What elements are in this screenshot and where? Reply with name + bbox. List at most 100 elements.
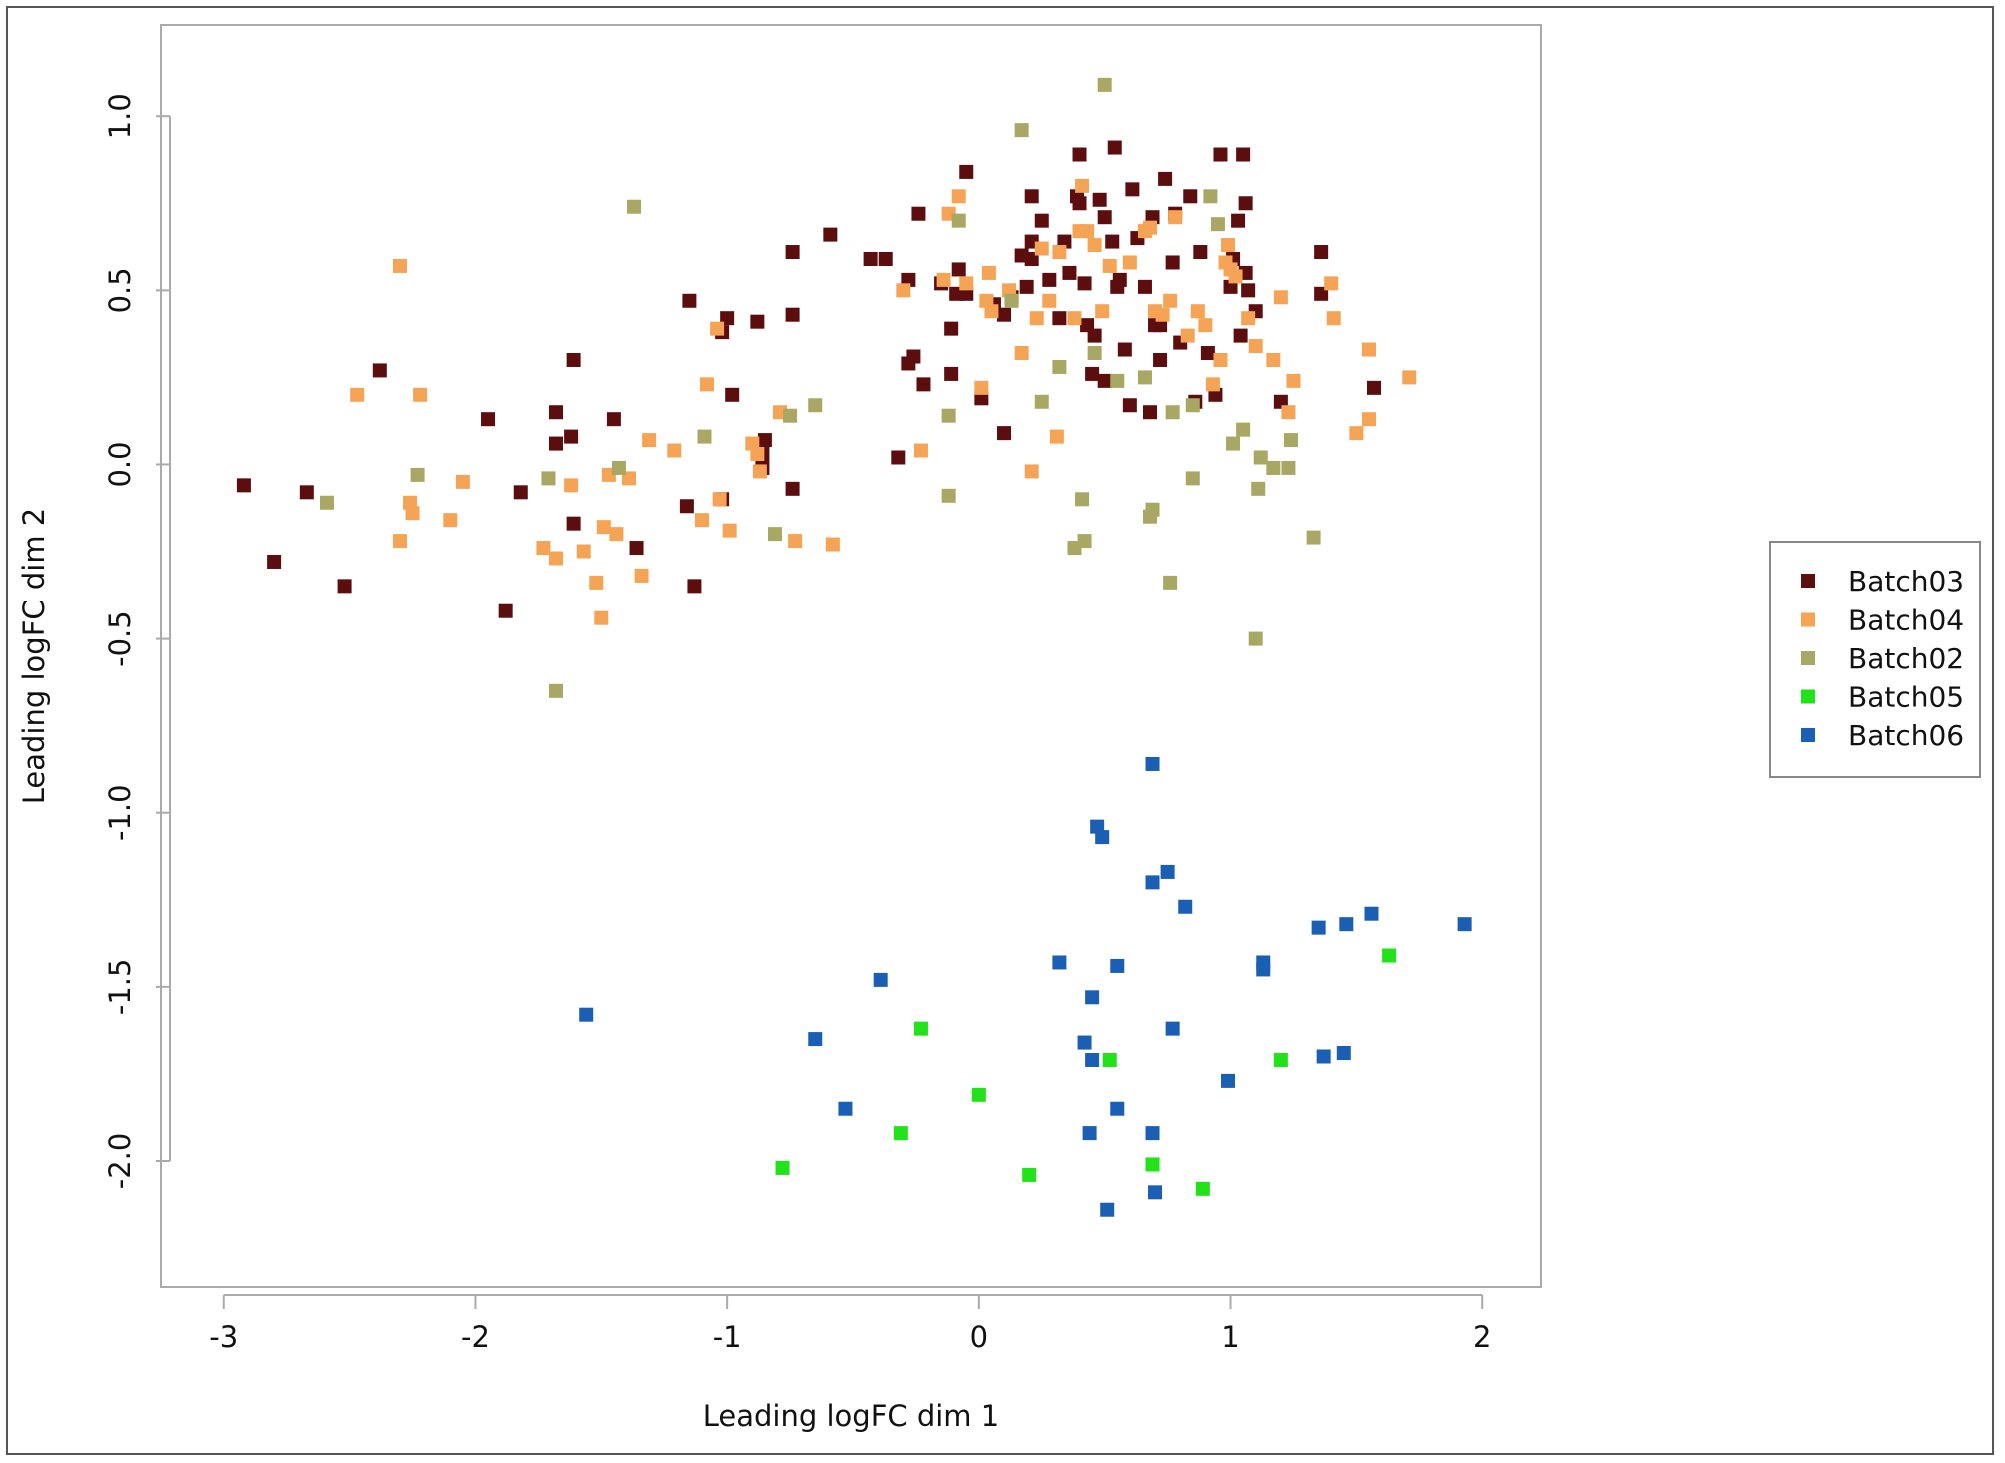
- data-point: [913, 443, 928, 458]
- data-point: [891, 450, 906, 465]
- data-point: [1080, 224, 1095, 239]
- data-point: [549, 436, 564, 451]
- data-point: [1198, 318, 1213, 333]
- data-point: [596, 520, 611, 535]
- data-point: [372, 363, 387, 378]
- series-Batch04: [350, 178, 1417, 625]
- data-point: [498, 603, 513, 618]
- data-point: [1158, 171, 1173, 186]
- data-point: [413, 387, 428, 402]
- series-Batch05: [775, 948, 1397, 1196]
- data-point: [697, 429, 712, 444]
- x-tick-label: -2: [461, 1320, 490, 1354]
- data-point: [1281, 405, 1296, 420]
- data-point: [911, 206, 926, 221]
- data-point: [1203, 189, 1218, 204]
- data-point: [944, 366, 959, 381]
- data-point: [823, 227, 838, 242]
- series-Batch06: [579, 756, 1472, 1217]
- data-point: [1052, 955, 1067, 970]
- y-tick-label: 0.5: [103, 267, 137, 313]
- data-point: [750, 314, 765, 329]
- x-tick-label: 2: [1473, 1320, 1491, 1354]
- x-tick-label: -1: [713, 1320, 742, 1354]
- data-point: [1314, 245, 1329, 260]
- data-point: [1326, 311, 1341, 326]
- legend-swatch: [1801, 651, 1815, 665]
- x-tick-label: 1: [1221, 1320, 1239, 1354]
- data-point: [725, 387, 740, 402]
- data-point: [1205, 377, 1220, 392]
- data-point: [1281, 460, 1296, 475]
- data-point: [1316, 1049, 1331, 1064]
- data-point: [878, 251, 893, 266]
- data-point: [959, 276, 974, 291]
- data-point: [873, 972, 888, 987]
- data-point: [1457, 917, 1472, 932]
- series-Batch02: [319, 77, 1321, 698]
- data-point: [564, 478, 579, 493]
- data-point: [1092, 192, 1107, 207]
- y-tick-label: 0.0: [103, 441, 137, 487]
- data-point: [634, 568, 649, 583]
- data-point: [757, 433, 772, 448]
- data-point: [694, 513, 709, 528]
- data-point: [1266, 460, 1281, 475]
- x-axis-title: Leading logFC dim 1: [703, 1399, 999, 1433]
- data-point: [576, 544, 591, 559]
- data-point: [536, 541, 551, 556]
- legend-swatch: [1801, 728, 1815, 742]
- data-point: [1137, 370, 1152, 385]
- data-point: [1324, 276, 1339, 291]
- data-point: [1349, 426, 1364, 441]
- data-point: [1190, 304, 1205, 319]
- data-point: [1200, 346, 1215, 361]
- data-point: [1256, 955, 1271, 970]
- data-point: [1029, 311, 1044, 326]
- y-tick-label: -2.0: [103, 1133, 137, 1190]
- data-point: [808, 1032, 823, 1047]
- data-point: [1095, 830, 1110, 845]
- legend-label: Batch02: [1848, 642, 1964, 675]
- data-point: [1077, 1035, 1092, 1050]
- data-point: [722, 523, 737, 538]
- figure-frame: -3 -2 -1 0 1 2 1.0 0.5 0.0 -0.5 -1.0 -1.5 -2.0 Lead…: [6, 6, 1994, 1455]
- data-point: [1148, 1185, 1163, 1200]
- y-tick-label: -1.5: [103, 959, 137, 1016]
- data-point: [1034, 213, 1049, 228]
- data-point: [541, 471, 556, 486]
- data-point: [1072, 147, 1087, 162]
- y-tick-label: -0.5: [103, 610, 137, 667]
- legend-label: Batch04: [1848, 604, 1964, 637]
- data-point: [392, 534, 407, 549]
- data-point: [752, 464, 767, 479]
- data-point: [1085, 990, 1100, 1005]
- data-point: [767, 527, 782, 542]
- data-point: [443, 513, 458, 528]
- data-point: [750, 447, 765, 462]
- data-point: [1004, 293, 1019, 308]
- data-point: [1077, 276, 1092, 291]
- data-point: [785, 481, 800, 496]
- data-point: [606, 412, 621, 427]
- legend-label: Batch03: [1848, 565, 1964, 598]
- data-point: [1165, 255, 1180, 270]
- data-point: [236, 478, 251, 493]
- data-point: [1178, 899, 1193, 914]
- data-point: [1145, 502, 1160, 517]
- data-point: [455, 474, 470, 489]
- data-point: [1228, 269, 1243, 284]
- data-point: [1195, 1181, 1210, 1196]
- data-point: [941, 408, 956, 423]
- data-point: [1153, 352, 1168, 367]
- data-point: [1034, 241, 1049, 256]
- data-point: [1062, 265, 1077, 280]
- data-point: [589, 575, 604, 590]
- data-point: [785, 245, 800, 260]
- data-point: [481, 412, 496, 427]
- data-point: [611, 460, 626, 475]
- data-point: [1165, 1021, 1180, 1036]
- x-axis: -3 -2 -1 0 1 2: [209, 1294, 1491, 1354]
- data-point: [1311, 920, 1326, 935]
- data-point: [1306, 530, 1321, 545]
